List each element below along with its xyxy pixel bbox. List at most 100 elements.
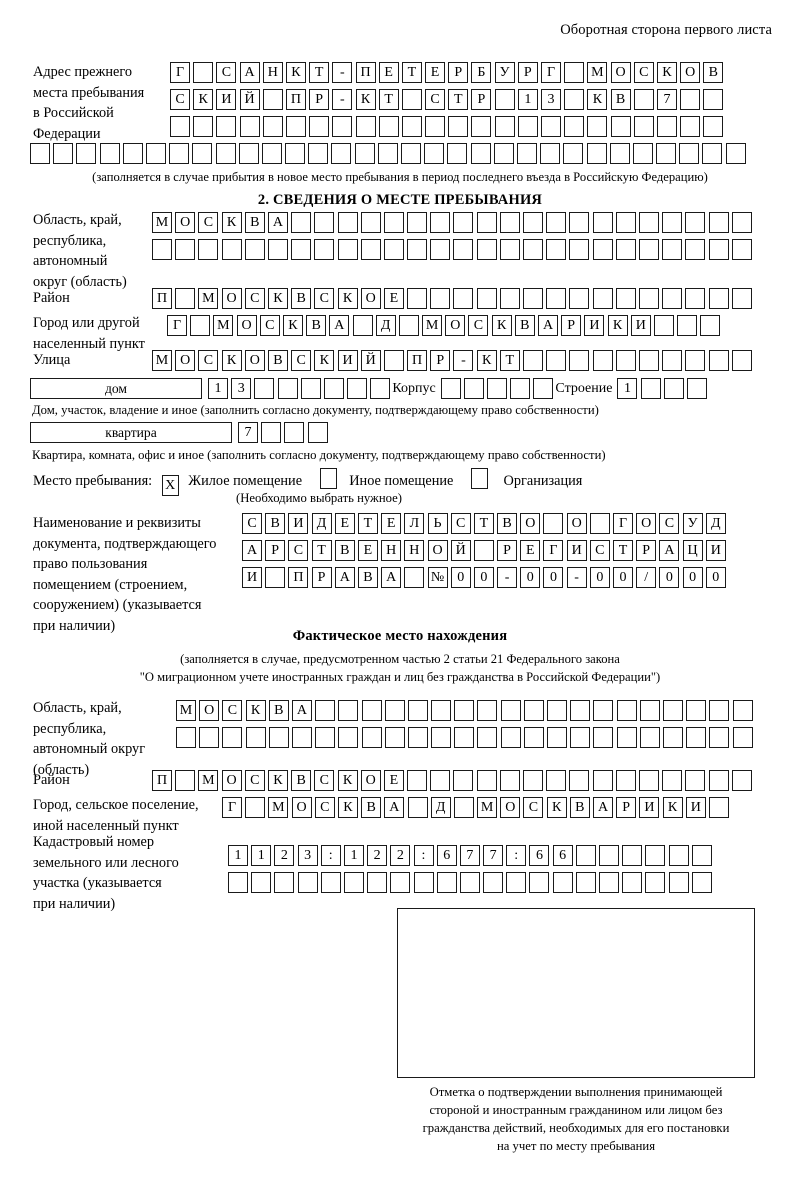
- cadastral-r2-cell-11[interactable]: [483, 872, 504, 893]
- document-r2-cell-7[interactable]: Н: [404, 540, 425, 561]
- prev-address-r4-cell-27[interactable]: [656, 143, 677, 164]
- prev-address-r2-cell-16[interactable]: 3: [541, 89, 561, 110]
- document-r3-cell-9[interactable]: 0: [450, 567, 471, 588]
- prev-address-r2-cell-6[interactable]: Р: [309, 89, 330, 110]
- actual-region-r2-cell-16[interactable]: [547, 727, 567, 748]
- region-r1-cell-19[interactable]: [592, 212, 613, 233]
- actual-region-r1-cell-11[interactable]: [431, 700, 452, 721]
- actual-region-r1-cell-21[interactable]: [662, 700, 683, 721]
- prev-address-r3-cell-1[interactable]: [193, 116, 214, 137]
- document-r2-cell-16[interactable]: Т: [613, 540, 633, 561]
- city-cell-20[interactable]: И: [630, 315, 651, 336]
- prev-address-r4-cell-4[interactable]: [122, 143, 143, 164]
- actual-region-r2-cell-18[interactable]: [593, 727, 614, 748]
- prev-address-r3-cell-18[interactable]: [587, 116, 608, 137]
- region-r1-cell-1[interactable]: О: [175, 212, 196, 233]
- actual-city-cell-17[interactable]: Р: [616, 797, 637, 818]
- cadastral-r1-cell-15[interactable]: [575, 845, 596, 866]
- prev-address-r1-cell-1[interactable]: [193, 62, 214, 83]
- cadastral-r2-cell-4[interactable]: [320, 872, 341, 893]
- cadastral-r1-cell-6[interactable]: 2: [367, 845, 388, 866]
- prev-address-r1-cell-0[interactable]: Г: [170, 62, 190, 83]
- prev-address-r1-cell-10[interactable]: Т: [401, 62, 422, 83]
- prev-address-r4-cell-21[interactable]: [516, 143, 537, 164]
- cadastral-r2-cell-10[interactable]: [459, 872, 480, 893]
- street-cell-13[interactable]: -: [453, 350, 474, 371]
- cadastral-r1-cell-20[interactable]: [691, 845, 712, 866]
- prev-address-r4-cell-2[interactable]: [76, 143, 97, 164]
- prev-address-r4-cell-16[interactable]: [401, 143, 421, 164]
- document-r2-cell-8[interactable]: О: [427, 540, 448, 561]
- prev-address-r4-cell-28[interactable]: [679, 143, 700, 164]
- region-r1-cell-2[interactable]: С: [198, 212, 219, 233]
- prev-address-r2-cell-3[interactable]: Й: [239, 89, 260, 110]
- document-r2-cell-6[interactable]: Н: [381, 540, 402, 561]
- city-cell-22[interactable]: [677, 315, 698, 336]
- prev-address-r3-cell-8[interactable]: [355, 116, 376, 137]
- prev-address-r3-cell-23[interactable]: [703, 116, 724, 137]
- cadastral-row-2[interactable]: [228, 872, 712, 893]
- district-cell-11[interactable]: [407, 288, 428, 309]
- region-r1-cell-14[interactable]: [476, 212, 497, 233]
- document-r3-cell-2[interactable]: П: [288, 567, 309, 588]
- prev-address-r2-cell-21[interactable]: 7: [656, 89, 677, 110]
- actual-region-r1-cell-9[interactable]: [384, 700, 405, 721]
- flat-cell-0[interactable]: 7: [238, 422, 258, 443]
- actual-region-r1-cell-2[interactable]: С: [222, 700, 243, 721]
- prev-address-r2-cell-9[interactable]: Т: [378, 89, 399, 110]
- cadastral-r2-cell-16[interactable]: [599, 872, 619, 893]
- actual-region-r2-cell-7[interactable]: [338, 727, 359, 748]
- district-cell-4[interactable]: С: [244, 288, 265, 309]
- street-cell-21[interactable]: [638, 350, 659, 371]
- actual-city-cell-0[interactable]: Г: [222, 797, 242, 818]
- district-cell-7[interactable]: С: [314, 288, 335, 309]
- prev-address-r4-cell-23[interactable]: [563, 143, 584, 164]
- document-r1-cell-10[interactable]: Т: [473, 513, 494, 534]
- document-r1-cell-19[interactable]: У: [682, 513, 703, 534]
- cadastral-r1-cell-12[interactable]: :: [506, 845, 527, 866]
- actual-district-cell-23[interactable]: [685, 770, 706, 791]
- street-cell-15[interactable]: Т: [499, 350, 520, 371]
- prev-address-r4-cell-25[interactable]: [609, 143, 630, 164]
- district-cell-6[interactable]: В: [291, 288, 312, 309]
- document-r2-cell-12[interactable]: Е: [520, 540, 541, 561]
- document-r1-cell-14[interactable]: О: [566, 513, 587, 534]
- document-r2-cell-10[interactable]: [473, 540, 494, 561]
- actual-city-cell-1[interactable]: [245, 797, 266, 818]
- actual-city-cell-16[interactable]: А: [593, 797, 613, 818]
- prev-address-r3-cell-13[interactable]: [471, 116, 492, 137]
- document-r3-cell-13[interactable]: 0: [543, 567, 564, 588]
- cadastral-r2-cell-8[interactable]: [413, 872, 434, 893]
- region-r1-cell-4[interactable]: В: [244, 212, 265, 233]
- document-r2-cell-15[interactable]: С: [589, 540, 610, 561]
- prev-address-r3-cell-14[interactable]: [494, 116, 515, 137]
- flat-cell-3[interactable]: [307, 422, 328, 443]
- actual-region-r1-cell-13[interactable]: [477, 700, 498, 721]
- actual-region-row-2[interactable]: [176, 727, 753, 748]
- house-cell-3[interactable]: [277, 378, 298, 399]
- korpus-cell-3[interactable]: [510, 378, 531, 399]
- city-cell-12[interactable]: О: [445, 315, 466, 336]
- document-r2-cell-3[interactable]: Т: [311, 540, 332, 561]
- actual-district-cell-0[interactable]: П: [152, 770, 172, 791]
- prev-address-r1-cell-20[interactable]: С: [633, 62, 654, 83]
- prev-address-r4-cell-22[interactable]: [540, 143, 561, 164]
- korpus-cell-0[interactable]: [440, 378, 461, 399]
- street-cell-0[interactable]: М: [152, 350, 172, 371]
- actual-district-cell-10[interactable]: Е: [383, 770, 404, 791]
- actual-region-r2-cell-2[interactable]: [222, 727, 243, 748]
- cadastral-r1-cell-18[interactable]: [645, 845, 666, 866]
- actual-region-r2-cell-1[interactable]: [199, 727, 220, 748]
- region-r1-cell-6[interactable]: [291, 212, 312, 233]
- actual-district-cell-22[interactable]: [662, 770, 683, 791]
- city-cell-6[interactable]: В: [306, 315, 327, 336]
- region-r2-cell-11[interactable]: [407, 239, 428, 260]
- actual-city-cell-8[interactable]: [407, 797, 428, 818]
- actual-city-cell-12[interactable]: О: [500, 797, 521, 818]
- cadastral-r1-cell-17[interactable]: [622, 845, 643, 866]
- region-r2-cell-20[interactable]: [615, 239, 636, 260]
- prev-address-r1-cell-8[interactable]: П: [355, 62, 376, 83]
